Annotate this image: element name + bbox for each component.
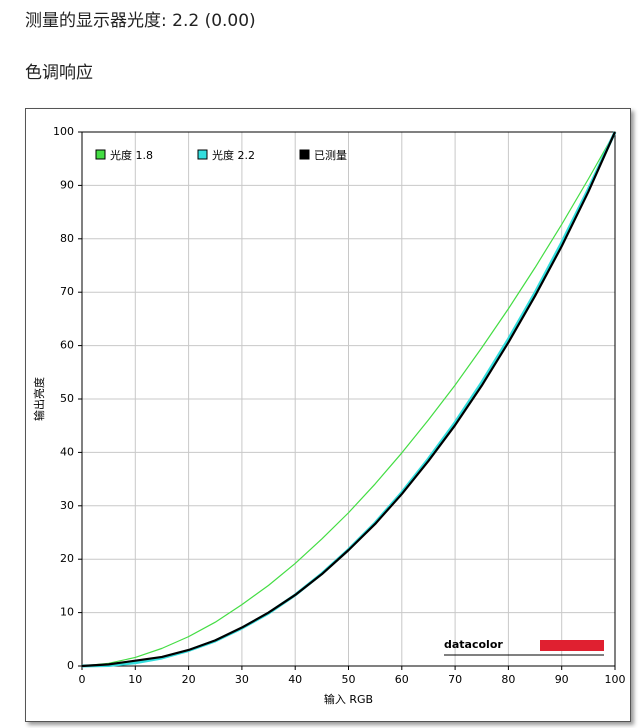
x-tick-label: 0	[79, 673, 86, 686]
x-tick-label: 10	[128, 673, 142, 686]
chart-frame	[25, 108, 631, 722]
y-tick-label: 70	[60, 285, 74, 298]
x-tick-label: 70	[448, 673, 462, 686]
series-line	[81, 131, 616, 667]
header-title: 测量的显示器光度: 2.2 (0.00)	[25, 11, 256, 31]
y-tick-label: 20	[60, 552, 74, 565]
legend-label: 光度 1.8	[110, 148, 153, 162]
y-tick-label: 90	[60, 178, 74, 191]
x-tick-label: 60	[395, 673, 409, 686]
x-tick-label: 100	[605, 673, 626, 686]
y-tick-label: 100	[53, 125, 74, 138]
y-tick-label: 80	[60, 232, 74, 245]
logo: datacolor	[444, 638, 503, 651]
x-axis-label: 输入 RGB	[324, 692, 373, 706]
legend-label: 已测量	[314, 149, 347, 162]
x-tick-label: 20	[182, 673, 196, 686]
logo-bar	[540, 640, 604, 651]
plot-border	[81, 131, 616, 667]
legend-label: 光度 2.2	[212, 148, 255, 162]
y-tick-label: 40	[60, 445, 74, 458]
legend-swatch	[299, 149, 310, 160]
y-tick-label: 50	[60, 392, 74, 405]
x-tick-label: 80	[501, 673, 515, 686]
x-tick-label: 30	[235, 673, 249, 686]
x-tick-label: 90	[555, 673, 569, 686]
x-tick-label: 50	[342, 673, 356, 686]
x-tick-label: 40	[288, 673, 302, 686]
y-tick-label: 10	[60, 606, 74, 619]
y-axis-label: 输出亮度	[32, 377, 46, 421]
section-title: 色调响应	[25, 63, 93, 83]
legend-swatch	[197, 149, 208, 160]
y-tick-label: 0	[67, 659, 74, 672]
series-line	[81, 131, 617, 668]
y-tick-label: 30	[60, 499, 74, 512]
legend-swatch	[95, 149, 106, 160]
y-tick-label: 60	[60, 339, 74, 352]
